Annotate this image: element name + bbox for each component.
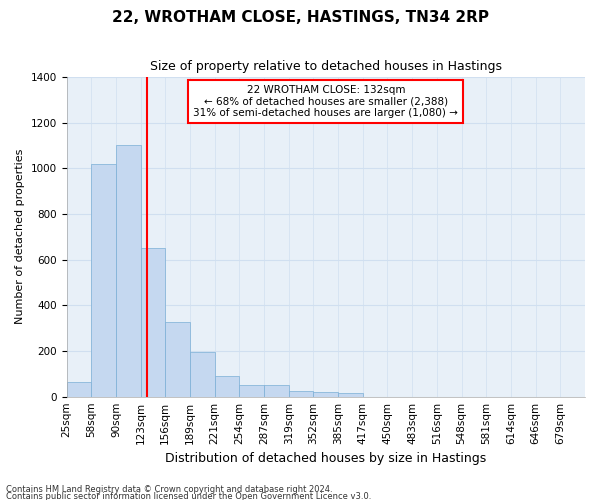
Bar [215,376,239,396]
X-axis label: Distribution of detached houses by size in Hastings: Distribution of detached houses by size … [165,452,487,465]
Text: 22 WROTHAM CLOSE: 132sqm
← 68% of detached houses are smaller (2,388)
31% of sem: 22 WROTHAM CLOSE: 132sqm ← 68% of detach… [193,85,458,118]
Bar [338,394,363,396]
Bar [116,146,140,396]
Text: Contains public sector information licensed under the Open Government Licence v3: Contains public sector information licen… [6,492,371,500]
Title: Size of property relative to detached houses in Hastings: Size of property relative to detached ho… [150,60,502,73]
Bar [91,164,116,396]
Bar [264,386,289,396]
Bar [313,392,338,396]
Text: 22, WROTHAM CLOSE, HASTINGS, TN34 2RP: 22, WROTHAM CLOSE, HASTINGS, TN34 2RP [112,10,488,25]
Text: Contains HM Land Registry data © Crown copyright and database right 2024.: Contains HM Land Registry data © Crown c… [6,486,332,494]
Bar [239,386,264,396]
Y-axis label: Number of detached properties: Number of detached properties [15,149,25,324]
Bar [289,391,313,396]
Bar [190,352,215,397]
Bar [140,248,165,396]
Bar [67,382,91,396]
Bar [165,322,190,396]
